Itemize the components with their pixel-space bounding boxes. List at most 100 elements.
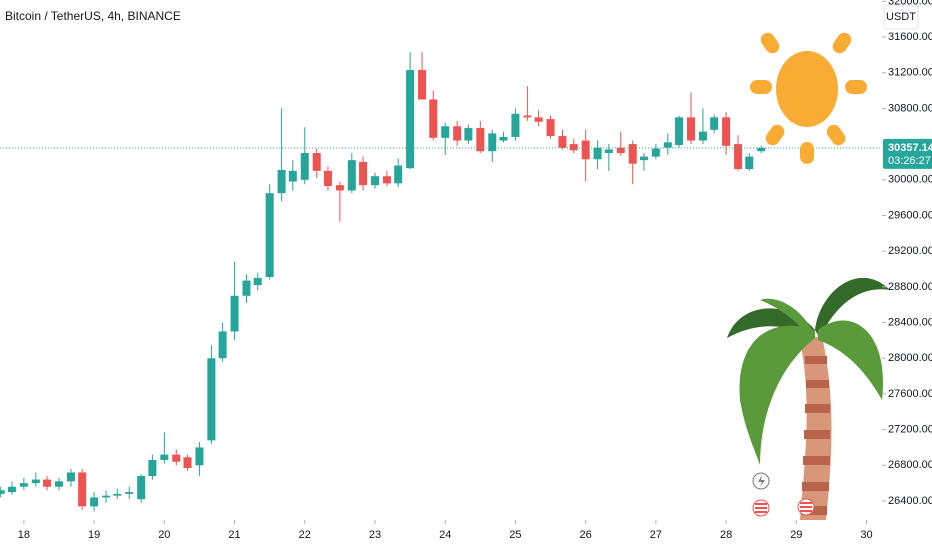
candle-body: [183, 457, 192, 468]
candle-body: [686, 117, 695, 141]
candle-body: [628, 144, 637, 164]
candle-body: [523, 115, 532, 118]
candle-body: [0, 490, 5, 494]
x-tick-label: 23: [369, 529, 381, 541]
y-tick-label: 29200.00: [888, 245, 932, 257]
chart-title: Bitcoin / TetherUS, 4h, BINANCE: [5, 9, 181, 23]
countdown-label: 03:26:27: [888, 155, 931, 167]
x-tick-label: 20: [158, 529, 170, 541]
candle-body: [148, 459, 157, 477]
x-tick-label: 24: [439, 529, 451, 541]
candle-body: [31, 479, 40, 484]
candle-body: [43, 479, 52, 487]
y-tick-label: 27200.00: [888, 424, 932, 436]
candle-body: [710, 117, 719, 130]
candle-body: [312, 153, 321, 171]
candle-body: [19, 483, 28, 487]
candle-body: [335, 185, 344, 191]
candle-body: [698, 131, 707, 141]
palm-tree: [727, 277, 890, 520]
candle-body: [675, 117, 684, 145]
x-tick-label: 19: [88, 529, 100, 541]
candle-body: [429, 99, 438, 138]
candle-body: [534, 117, 543, 122]
candle-body: [160, 454, 169, 460]
candle-body: [651, 148, 660, 157]
y-tick-label: 30800.00: [888, 102, 932, 114]
candle-body: [745, 156, 754, 170]
y-tick-label: 32000.00: [888, 0, 932, 7]
candle-body: [265, 193, 274, 278]
candle-body: [347, 160, 356, 191]
candle-body: [394, 165, 403, 184]
x-tick-label: 28: [720, 529, 732, 541]
y-tick-label: 28400.00: [888, 316, 932, 328]
y-tick-label: 27600.00: [888, 388, 932, 400]
y-tick-label: 28000.00: [888, 352, 932, 364]
candle-body: [722, 117, 731, 146]
candle-body: [253, 277, 262, 286]
x-tick-label: 25: [509, 529, 521, 541]
indicator-icons: [752, 472, 815, 517]
candle-body: [464, 128, 473, 141]
y-tick-label: 26400.00: [888, 495, 932, 507]
y-tick-label: 28800.00: [888, 281, 932, 293]
candle-body: [54, 481, 63, 487]
plot-area: [0, 52, 882, 512]
candle-body: [113, 493, 122, 496]
candle-body: [488, 133, 497, 152]
candle-body: [7, 486, 16, 493]
candle-body: [230, 295, 239, 332]
candle-body: [511, 113, 520, 137]
candle-body: [125, 492, 134, 494]
y-tick-label: 30000.00: [888, 174, 932, 186]
candle-body: [102, 495, 111, 498]
candle-body: [581, 140, 590, 160]
candle-body: [418, 70, 427, 100]
candle-body: [382, 176, 391, 184]
last-price-label: 30357.14: [888, 142, 932, 154]
y-tick-label: 26800.00: [888, 459, 932, 471]
candle-body: [558, 136, 567, 148]
candle-body: [195, 447, 204, 466]
candle-body: [90, 497, 99, 507]
x-tick-label: 18: [18, 529, 30, 541]
currency-label[interactable]: USDT: [886, 11, 916, 23]
candle-body: [370, 176, 379, 186]
candle-body: [300, 153, 309, 180]
candle-body: [616, 147, 625, 154]
candle-body: [66, 472, 75, 482]
candle-body: [663, 142, 672, 148]
candle-body: [639, 156, 648, 161]
candle-body: [569, 144, 578, 151]
x-tick-label: 22: [299, 529, 311, 541]
candle-body: [288, 170, 297, 182]
y-tick-label: 29600.00: [888, 209, 932, 221]
candle-body: [499, 136, 508, 141]
candle-body: [734, 144, 743, 170]
candle-body: [78, 472, 87, 507]
y-tick-label: 31600.00: [888, 31, 932, 43]
candle-body: [218, 331, 227, 359]
y-tick-label: 31200.00: [888, 67, 932, 79]
x-tick-label: 29: [790, 529, 802, 541]
x-tick-label: 27: [650, 529, 662, 541]
candle-body: [323, 170, 332, 187]
currency-box[interactable]: [883, 4, 919, 30]
candle-body: [172, 454, 181, 462]
candle-body: [441, 126, 450, 138]
candle-body: [359, 161, 368, 186]
candle-body: [207, 358, 216, 441]
candle-body: [546, 119, 555, 137]
candle-body: [604, 149, 613, 154]
candle-body: [476, 128, 485, 152]
x-tick-label: 30: [860, 529, 872, 541]
candle-body: [593, 147, 602, 160]
last-price-tag: [883, 138, 932, 169]
sun: [750, 32, 867, 164]
candle-body: [137, 476, 146, 500]
x-tick-label: 21: [228, 529, 240, 541]
x-tick-label: 26: [580, 529, 592, 541]
candle-body: [453, 126, 462, 141]
